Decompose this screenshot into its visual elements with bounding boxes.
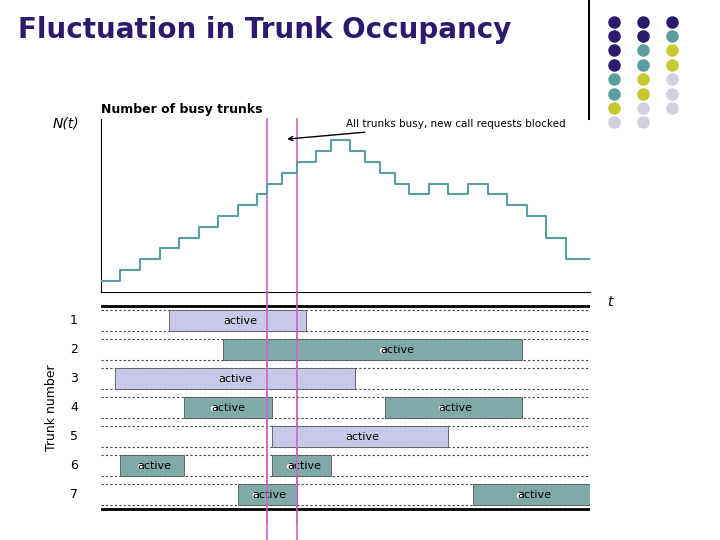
Text: 3: 3: [70, 372, 78, 385]
Text: 4: 4: [70, 401, 78, 414]
Text: 5: 5: [70, 430, 78, 443]
Bar: [272, 455, 331, 476]
Text: active: active: [287, 461, 321, 471]
Bar: [115, 368, 356, 389]
Text: active: active: [438, 403, 473, 413]
Text: Fluctuation in Trunk Occupancy: Fluctuation in Trunk Occupancy: [18, 16, 511, 44]
Text: active: active: [211, 403, 245, 413]
Text: Trunk number: Trunk number: [45, 364, 58, 451]
Bar: [238, 484, 297, 505]
Text: active: active: [218, 374, 253, 384]
Bar: [272, 426, 449, 447]
Text: 6: 6: [70, 459, 78, 472]
Text: 1: 1: [70, 314, 78, 327]
Text: active: active: [517, 490, 551, 500]
Text: active: active: [253, 490, 287, 500]
Text: N(t): N(t): [52, 116, 78, 130]
Text: t: t: [607, 295, 613, 309]
Text: Number of busy trunks: Number of busy trunks: [101, 103, 262, 117]
Text: active: active: [138, 461, 171, 471]
Text: All trunks busy, new call requests blocked: All trunks busy, new call requests block…: [289, 119, 565, 140]
Text: 2: 2: [70, 343, 78, 356]
Text: active: active: [223, 315, 257, 326]
Bar: [384, 397, 522, 418]
Bar: [473, 484, 590, 505]
Bar: [120, 455, 184, 476]
Bar: [184, 397, 272, 418]
Bar: [169, 310, 307, 331]
Bar: [223, 339, 522, 360]
Text: 7: 7: [70, 488, 78, 501]
Text: active: active: [346, 431, 379, 442]
Text: active: active: [380, 345, 414, 355]
